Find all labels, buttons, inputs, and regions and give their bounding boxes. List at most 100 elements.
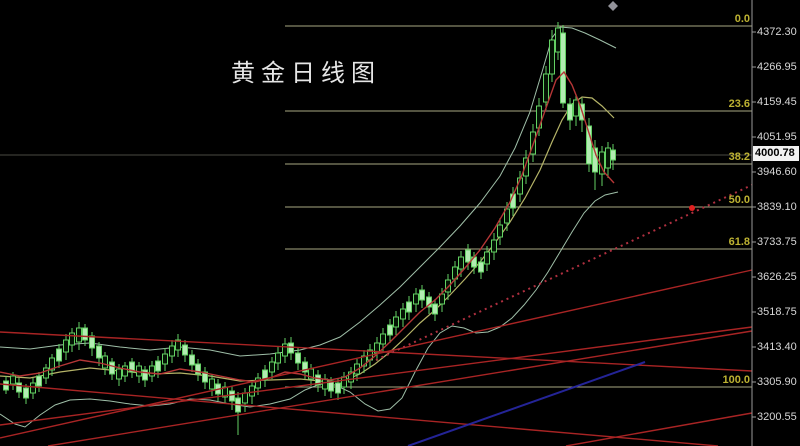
- candle-body: [413, 293, 419, 305]
- candle-body: [406, 301, 412, 313]
- candle-body: [555, 27, 561, 53]
- candle-body: [242, 392, 248, 404]
- candle-body: [56, 348, 62, 362]
- candle-body: [202, 371, 208, 383]
- candle-body: [182, 344, 188, 356]
- axis-price-label: 4372.30: [757, 26, 797, 38]
- candle-body: [195, 363, 201, 375]
- candle-body: [189, 354, 195, 366]
- axis-price-label: 3733.75: [757, 236, 797, 248]
- candle-body: [484, 251, 490, 265]
- candle-body: [162, 353, 168, 365]
- candle-body: [432, 303, 438, 315]
- candle-body: [380, 333, 386, 345]
- trend-line: [0, 383, 719, 446]
- fib-level-label: 50.0: [728, 194, 750, 206]
- trend-line: [0, 326, 753, 426]
- candle-body: [10, 375, 16, 385]
- candle-body: [387, 324, 393, 336]
- candle-body: [116, 368, 122, 380]
- candle-body: [543, 73, 549, 103]
- candle-body: [155, 360, 161, 372]
- candle-body: [3, 380, 9, 391]
- candle-body: [175, 339, 181, 351]
- candle-body: [445, 279, 451, 293]
- candle-body: [491, 239, 497, 253]
- candle-body: [586, 125, 592, 165]
- candle-body: [400, 308, 406, 320]
- candle-body: [269, 361, 275, 373]
- candle-body: [348, 371, 354, 383]
- candle-body: [295, 352, 301, 364]
- candle-body: [275, 352, 281, 364]
- candle-body: [129, 361, 135, 373]
- candle-body: [549, 39, 555, 75]
- candle-body: [43, 367, 49, 379]
- candle-body: [96, 345, 102, 359]
- candle-body: [30, 382, 36, 394]
- candle-body: [23, 387, 29, 399]
- candle-body: [222, 386, 228, 398]
- candle-body: [102, 355, 108, 369]
- candle-body: [142, 369, 148, 381]
- axis-price-label: 4051.95: [757, 131, 797, 143]
- fib-level-label: 100.0: [722, 374, 750, 386]
- object-anchor-diamond-icon: [608, 1, 618, 11]
- axis-price-label: 3413.40: [757, 341, 797, 353]
- blue-trend-line: [407, 361, 646, 446]
- candle-body: [82, 327, 88, 341]
- candle-body: [89, 335, 95, 349]
- candle-body: [122, 365, 128, 377]
- candle-body: [523, 157, 529, 177]
- trend-line: [0, 269, 753, 439]
- axis-price-label: 3626.25: [757, 271, 797, 283]
- candle-body: [335, 382, 341, 394]
- axis-price-label: 3200.55: [757, 411, 797, 423]
- candle-body: [249, 385, 255, 397]
- bollinger-upper-band: [0, 26, 617, 357]
- candle-body: [504, 208, 510, 224]
- candle-body: [341, 376, 347, 388]
- fib-level-label: 38.2: [728, 151, 750, 163]
- trend-line: [47, 330, 753, 446]
- candle-body: [255, 377, 261, 389]
- trend-marker-dot: [689, 205, 695, 211]
- chart-title-watermark: 黄金日线图: [231, 59, 381, 87]
- candle-body: [328, 380, 334, 392]
- candle-body: [149, 365, 155, 377]
- axis-price-label: 3946.60: [757, 166, 797, 178]
- candle-body: [419, 289, 425, 301]
- candle-body: [109, 361, 115, 375]
- axis-price-label: 3305.90: [757, 376, 797, 388]
- fib-level-label: 61.8: [728, 236, 750, 248]
- bollinger-lower-band: [0, 191, 619, 428]
- candle-body: [393, 316, 399, 328]
- candle-body: [573, 99, 579, 117]
- candle-body: [322, 378, 328, 390]
- candle-body: [69, 332, 75, 346]
- candle-body: [478, 261, 484, 273]
- candle-body: [36, 375, 42, 387]
- candle-body: [209, 378, 215, 390]
- candle-body: [610, 149, 616, 161]
- trend-line: [0, 331, 753, 372]
- candle-body: [465, 249, 471, 263]
- candle-body: [282, 343, 288, 357]
- fib-level-label: 0.0: [734, 13, 750, 25]
- candle-body: [63, 339, 69, 353]
- candle-body: [49, 357, 55, 371]
- axis-price-label: 4266.95: [757, 61, 797, 73]
- candle-body: [439, 293, 445, 305]
- candle-body: [592, 147, 598, 173]
- current-price-badge: 4000.78: [753, 146, 799, 161]
- axis-price-label: 3839.10: [757, 201, 797, 213]
- candle-body: [458, 256, 464, 270]
- candle-body: [567, 103, 573, 121]
- candle-body: [374, 342, 380, 354]
- candle-body: [169, 345, 175, 357]
- candle-body: [560, 32, 566, 104]
- candle-body: [16, 382, 22, 393]
- candle-body: [302, 361, 308, 373]
